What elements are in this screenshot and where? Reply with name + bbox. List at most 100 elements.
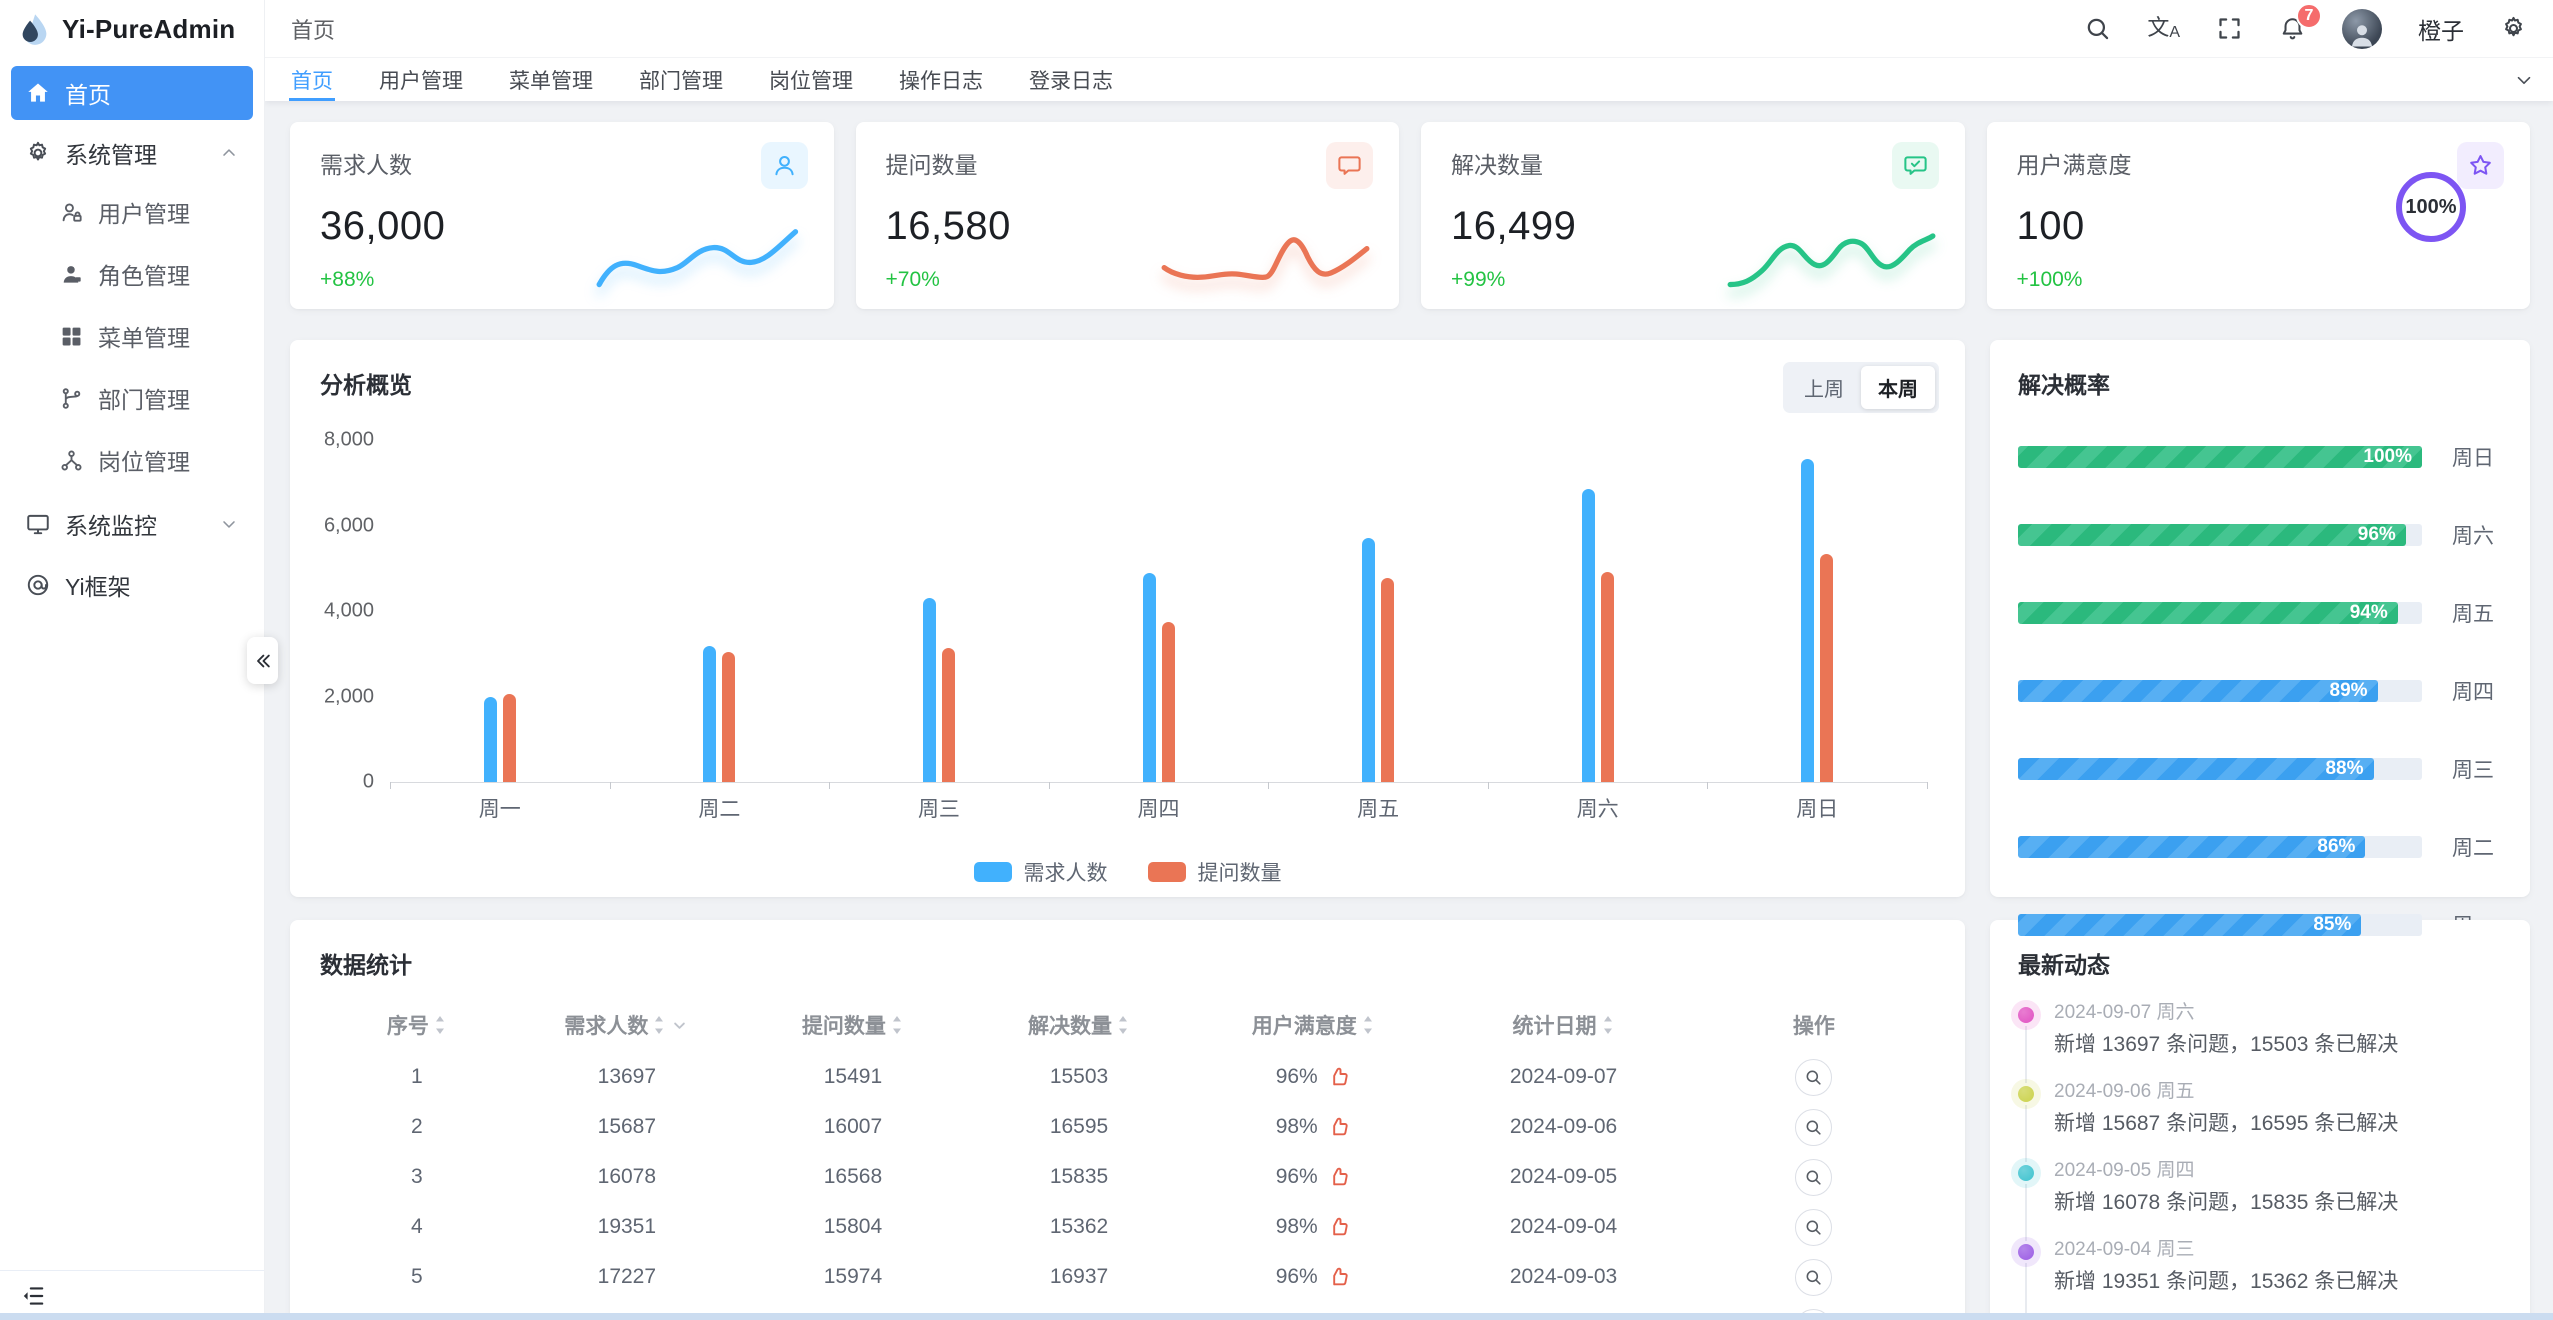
timeline: 2024-09-07 周六 新增 13697 条问题，15503 条已解决 202…	[2018, 1002, 2502, 1320]
timeline-dot	[2018, 1007, 2034, 1023]
toggle-上周[interactable]: 上周	[1804, 379, 1844, 401]
sidebar-item-系统监控[interactable]: 系统监控	[11, 496, 253, 552]
tabs-overflow-button[interactable]	[2513, 58, 2553, 101]
view-row-button[interactable]	[1795, 1208, 1833, 1246]
tab-用户管理[interactable]: 用户管理	[379, 69, 463, 93]
column-label: 用户满意度	[1251, 1015, 1357, 1038]
legend-item-提问数量[interactable]: 提问数量	[1147, 857, 1282, 887]
tab-菜单管理[interactable]: 菜单管理	[509, 69, 593, 93]
view-row-button[interactable]	[1795, 1158, 1833, 1196]
sidebar-item-Yi框架[interactable]: Yi框架	[11, 557, 253, 613]
week-toggle: 上周 本周	[1783, 362, 1939, 413]
sort-carets-icon[interactable]	[890, 1014, 904, 1036]
search-icon[interactable]	[2084, 15, 2111, 42]
fullscreen-icon[interactable]	[2216, 15, 2243, 42]
legend-item-需求人数[interactable]: 需求人数	[973, 857, 1108, 887]
sidebar-subitem-部门管理[interactable]: 部门管理	[11, 367, 253, 429]
view-row-button[interactable]	[1795, 1258, 1833, 1296]
app-logo[interactable]: Yi-PureAdmin	[0, 0, 264, 58]
settings-gear-icon[interactable]	[2500, 15, 2527, 42]
x-axis-label: 周四	[1137, 798, 1180, 821]
table-cell: 15362	[1049, 1215, 1109, 1238]
monitor-icon	[25, 511, 51, 537]
view-row-button[interactable]	[1795, 1058, 1833, 1096]
tab-岗位管理[interactable]: 岗位管理	[769, 69, 853, 93]
sidebar-subitem-label: 岗位管理	[98, 449, 190, 475]
legend-swatch	[973, 862, 1012, 882]
breadcrumb[interactable]: 首页	[291, 17, 336, 43]
tab-部门管理[interactable]: 部门管理	[639, 69, 723, 93]
timeline-dot	[2018, 1086, 2034, 1102]
sort-carets-icon[interactable]	[1116, 1014, 1130, 1036]
timeline-dot	[2018, 1244, 2034, 1260]
sidebar-item-首页[interactable]: 首页	[11, 66, 253, 120]
timeline-item: 2024-09-05 周四 新增 16078 条问题，15835 条已解决	[2018, 1160, 2502, 1241]
filter-arrow-icon[interactable]	[670, 1016, 689, 1035]
sidebar-collapse-button[interactable]	[247, 637, 278, 684]
column-header-提问数量: 提问数量	[740, 998, 966, 1052]
x-axis-label: 周六	[1576, 798, 1619, 821]
table-cell: 5	[411, 1265, 423, 1288]
tab-首页[interactable]: 首页	[289, 58, 335, 101]
table-cell: 17227	[597, 1265, 657, 1288]
avatar[interactable]	[2342, 8, 2382, 49]
bottom-scrollbar[interactable]	[0, 1313, 2553, 1320]
bar-group-周四	[1049, 441, 1270, 789]
drop-icon	[16, 11, 52, 47]
progress-track: 89%	[2018, 680, 2422, 702]
column-header-解决数量: 解决数量	[966, 998, 1192, 1052]
solve-rate-rows: 100% 周日 96% 周六 94% 周五 89% 周四 88% 周三	[2018, 442, 2502, 940]
progress-value: 96%	[2357, 524, 2396, 545]
tab-操作日志[interactable]: 操作日志	[899, 69, 983, 93]
sort-carets-icon[interactable]	[433, 1014, 447, 1036]
table-cell: 16568	[823, 1165, 883, 1188]
table-cell: 16007	[823, 1115, 883, 1138]
stat-card-用户满意度: 用户满意度 100 +100% 100%	[1986, 122, 2530, 309]
progress-fill: 100%	[2018, 446, 2422, 468]
sidebar-subitem-用户管理[interactable]: 用户管理	[11, 181, 253, 243]
activity-title: 最新动态	[2018, 952, 2110, 978]
bell-icon[interactable]: 7	[2279, 3, 2322, 42]
sidebar-item-系统管理[interactable]: 系统管理	[11, 125, 253, 181]
satisfaction-cell: 98%	[1192, 1202, 1434, 1252]
tab-登录日志[interactable]: 登录日志	[1029, 69, 1113, 93]
timeline-date: 2024-09-07 周六	[2054, 1002, 2195, 1023]
table-cell: 2	[411, 1115, 423, 1138]
sidebar-subitem-岗位管理[interactable]: 岗位管理	[11, 429, 253, 491]
satisfaction-value: 96%	[1275, 1165, 1318, 1188]
outdent-icon[interactable]	[20, 1283, 46, 1309]
timeline-item: 2024-09-07 周六 新增 13697 条问题，15503 条已解决	[2018, 1002, 2502, 1083]
progress-value: 86%	[2317, 836, 2356, 857]
solve-rate-card: 解决概率 100% 周日 96% 周六 94% 周五 89% 周四	[1990, 340, 2530, 938]
view-row-button[interactable]	[1795, 1108, 1833, 1146]
table-row: 4 19351 15804 15362 98% 2024-09-04	[320, 1202, 1935, 1252]
table-cell: 13697	[597, 1065, 657, 1088]
progress-value: 89%	[2329, 680, 2368, 701]
magnifier-icon	[1804, 1068, 1823, 1087]
sidebar-subitem-菜单管理[interactable]: 菜单管理	[11, 305, 253, 367]
stat-value: 100	[2016, 204, 2085, 248]
overview-title: 分析概览	[320, 372, 412, 398]
solve-rate-row-周三: 88% 周三	[2018, 754, 2502, 784]
bar-提问数量	[1161, 621, 1175, 782]
progress-track: 94%	[2018, 602, 2422, 624]
network-icon	[59, 448, 84, 473]
sort-carets-icon[interactable]	[1361, 1014, 1375, 1036]
toggle-本周[interactable]: 本周	[1861, 366, 1935, 409]
satisfaction-cell: 96%	[1192, 1252, 1434, 1302]
username[interactable]: 橙子	[2418, 17, 2464, 44]
sort-carets-icon[interactable]	[652, 1014, 666, 1036]
stat-title: 用户满意度	[2016, 152, 2132, 178]
column-label: 操作	[1792, 1015, 1835, 1038]
chart-legend: 需求人数 提问数量	[320, 857, 1935, 887]
legend-swatch	[1147, 862, 1186, 882]
column-label: 解决数量	[1028, 1015, 1113, 1038]
bar-提问数量	[722, 651, 736, 782]
column-header-用户满意度: 用户满意度	[1192, 998, 1434, 1052]
sidebar-subitem-角色管理[interactable]: 角色管理	[11, 243, 253, 305]
chevron-up-icon	[219, 143, 239, 163]
table-cell: 16937	[1049, 1265, 1109, 1288]
sort-carets-icon[interactable]	[1601, 1014, 1615, 1036]
